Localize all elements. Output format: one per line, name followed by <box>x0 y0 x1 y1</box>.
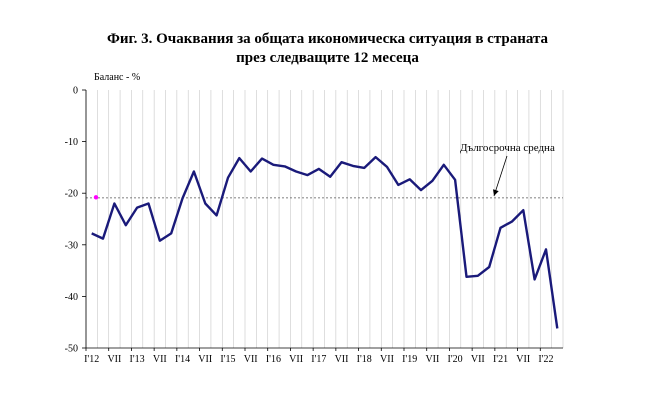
arrowhead-icon <box>493 189 499 196</box>
x-tick-label: I'13 <box>130 354 145 365</box>
chart-title: Фиг. 3. Очаквания за общата икономическа… <box>0 30 655 68</box>
x-tick-label: I'15 <box>220 354 235 365</box>
x-tick-label: VII <box>244 354 258 365</box>
long-term-average-marker <box>93 195 99 200</box>
x-tick-label: I'20 <box>448 354 463 365</box>
x-tick-label: I'17 <box>311 354 326 365</box>
x-tick-label: I'19 <box>402 354 417 365</box>
y-tick-label: -50 <box>65 344 78 355</box>
y-tick-label: 0 <box>73 86 78 97</box>
x-tick-label: I'16 <box>266 354 281 365</box>
x-tick-label: I'22 <box>538 354 553 365</box>
x-tick-label: VII <box>289 354 303 365</box>
y-tick-label: -10 <box>65 137 78 148</box>
grid-lines <box>85 90 564 348</box>
y-tick-label: -40 <box>65 292 78 303</box>
x-tick-label: I'18 <box>357 354 372 365</box>
x-tick-label: VII <box>335 354 349 365</box>
y-tick-labels: 0 -10 -20 -30 -40 -50 <box>65 86 78 355</box>
x-tick-labels: I'12 VII I'13 VII I'14 VII I'15 VII I'16 VII I'17 V… <box>84 354 553 365</box>
chart-title-line2: през следващите 12 месеца <box>236 50 419 66</box>
x-tick-label: VII <box>380 354 394 365</box>
y-tick-label: -20 <box>65 189 78 200</box>
x-tick-label: I'14 <box>175 354 190 365</box>
axes <box>82 89 563 351</box>
y-tick-label: -30 <box>65 240 78 251</box>
series-line <box>91 155 559 329</box>
long-term-average-label: Дългосрочна средна <box>460 142 555 154</box>
x-tick-label: VII <box>471 354 485 365</box>
x-tick-label: VII <box>425 354 439 365</box>
y-axis-label: Баланс - % <box>94 72 140 83</box>
chart-title-line1: Фиг. 3. Очаквания за общата икономическа… <box>106 31 549 47</box>
x-tick-label: VII <box>153 354 167 365</box>
x-tick-label: VII <box>516 354 530 365</box>
x-tick-label: I'12 <box>84 354 99 365</box>
x-tick-label: VII <box>107 354 121 365</box>
x-tick-label: VII <box>198 354 212 365</box>
x-tick-label: I'21 <box>493 354 508 365</box>
long-term-average-arrow <box>493 155 508 196</box>
